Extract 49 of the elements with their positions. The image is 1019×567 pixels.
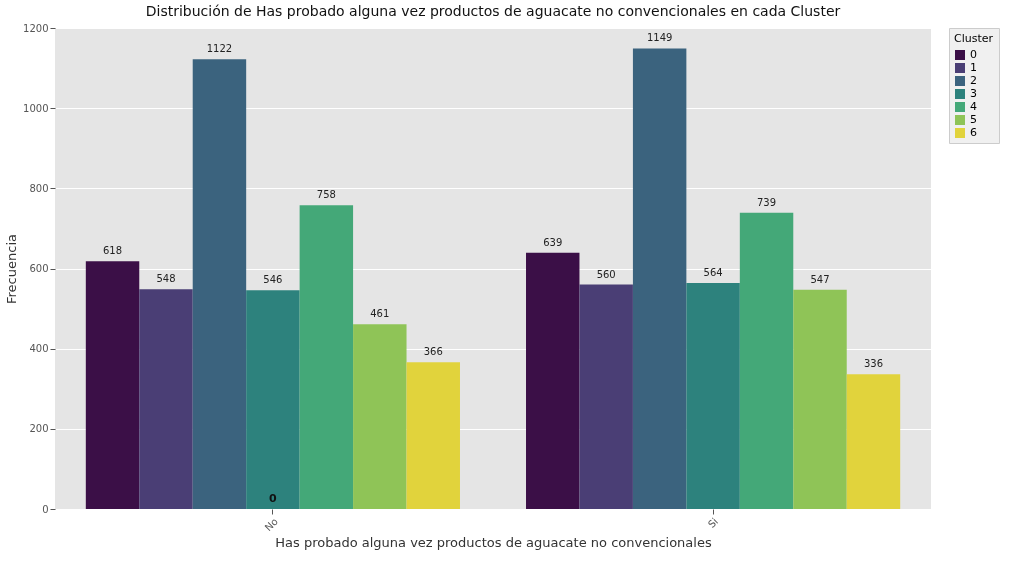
- bar: [192, 59, 247, 509]
- bar: [846, 374, 901, 509]
- legend-label: 2: [970, 74, 977, 87]
- y-tick-label: 400: [29, 343, 49, 355]
- bar: [246, 290, 300, 509]
- data-label: 560: [596, 268, 616, 280]
- x-tick-label: No: [262, 515, 280, 534]
- bar: [406, 362, 460, 509]
- data-label: 546: [263, 274, 283, 286]
- legend-label: 6: [970, 126, 977, 139]
- data-label: 1122: [206, 43, 233, 55]
- bar: [353, 324, 407, 509]
- data-label: 618: [102, 245, 123, 257]
- data-label: 758: [316, 189, 336, 201]
- x-axis-title: Has probado alguna vez productos de aguacate no convencionales: [275, 535, 712, 551]
- legend-label: 4: [970, 100, 977, 113]
- x-tick-label: Si: [705, 515, 721, 531]
- bar: [793, 289, 847, 509]
- legend-label: 5: [970, 113, 977, 126]
- legend-label: 1: [970, 61, 977, 74]
- y-tick-label: 800: [29, 182, 49, 194]
- legend-label: 3: [970, 87, 977, 100]
- data-label: 547: [810, 273, 830, 285]
- legend-title: Cluster: [954, 32, 994, 45]
- legend-label: 0: [970, 48, 977, 61]
- bar: [85, 261, 140, 509]
- chart-title: Distribución de Has probado alguna vez productos de aguacate no convencionales en cada Cluster: [145, 3, 841, 19]
- bar: [686, 282, 740, 509]
- data-label: 366: [423, 346, 443, 358]
- y-tick-label: 600: [29, 263, 49, 274]
- bar: [299, 205, 354, 509]
- y-tick-label: 200: [29, 423, 49, 435]
- bar: [632, 48, 687, 509]
- data-label: 639: [543, 236, 563, 248]
- data-label: 564: [703, 266, 723, 278]
- y-tick-label: 0: [42, 503, 49, 515]
- annotation: 0: [269, 492, 278, 505]
- data-label: 739: [757, 196, 777, 208]
- data-label: 548: [156, 273, 176, 285]
- data-label: 461: [370, 308, 390, 320]
- data-label: 1149: [646, 32, 673, 44]
- y-tick-label: 1000: [23, 102, 49, 114]
- bar: [739, 212, 794, 509]
- y-tick-label: 1200: [23, 22, 49, 34]
- bar: [579, 284, 633, 509]
- y-axis-title: Frecuencia: [4, 234, 20, 304]
- data-label: 336: [863, 358, 884, 370]
- bar: [526, 252, 580, 509]
- bar: [139, 289, 193, 509]
